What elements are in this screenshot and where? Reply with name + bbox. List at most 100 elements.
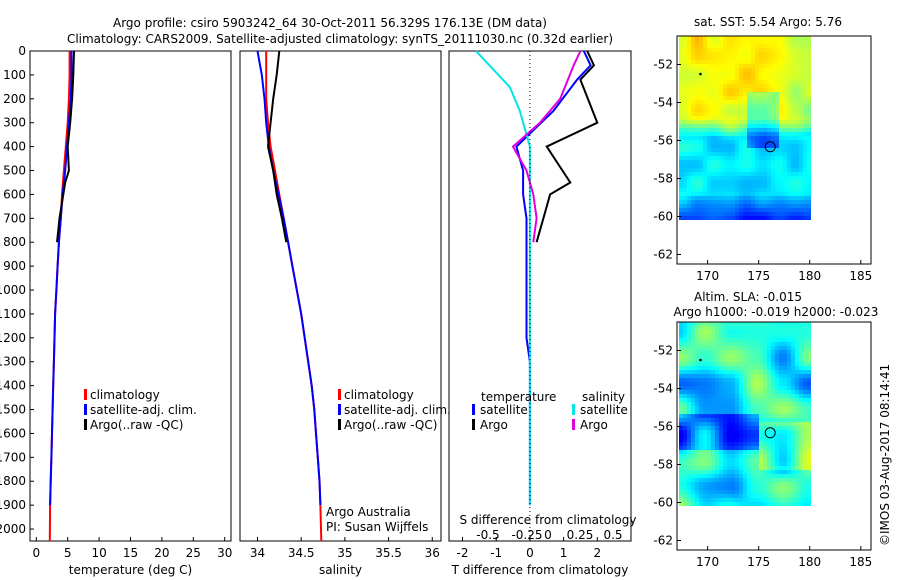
sst-cell [791,148,795,152]
sla-cell [723,434,727,438]
sla-cell [695,390,699,394]
sst-cell [715,156,719,160]
sla-cell [723,482,727,486]
sla-cell [691,362,695,366]
sla-cell [799,342,803,346]
sst-cell [755,92,759,96]
sla-cell [743,386,747,390]
sst-cell [751,164,755,168]
sla-cell [695,410,699,414]
sla-cell [707,458,711,462]
sla-cell [783,498,787,502]
sla-cell [783,398,787,402]
sla-cell [731,446,735,450]
sla-cell [723,426,727,430]
sst-cell [707,72,711,76]
sst-cell [791,72,795,76]
y-tick-label: 1500 [0,403,26,417]
sla-cell [695,386,699,390]
sst-cell [739,156,743,160]
sla-cell [791,386,795,390]
sla-cell [803,486,807,490]
sla-cell [747,486,751,490]
sla-cell [763,406,767,410]
sst-cell [731,52,735,56]
sst-cell [703,160,707,164]
sst-cell [751,100,755,104]
sst-cell [735,120,739,124]
sst-cell [739,216,743,220]
sst-cell [779,196,783,200]
sla-cell [699,386,703,390]
sst-cell [719,52,723,56]
sst-cell [703,188,707,192]
sla-cell [703,442,707,446]
x-axis-label: salinity [319,563,362,577]
sla-cell [791,490,795,494]
sst-cell [775,72,779,76]
sla-cell [719,378,723,382]
sla-cell [779,478,783,482]
sla-cell [799,398,803,402]
sla-cell [703,458,707,462]
sla-cell [771,450,775,454]
sla-cell [719,330,723,334]
sst-cell [695,168,699,172]
sst-cell [719,112,723,116]
sst-cell [771,72,775,76]
sst-cell [727,96,731,100]
sst-cell [691,112,695,116]
sst-cell [687,192,691,196]
sst-cell [735,124,739,128]
sst-cell [727,56,731,60]
y-tick-label: 1900 [0,498,26,512]
legend-swatch [84,389,87,400]
sla-cell [703,334,707,338]
sst-cell [755,60,759,64]
sst-cell [763,176,767,180]
sst-cell [695,60,699,64]
sla-cell [683,438,687,442]
sla-cell [755,354,759,358]
legend-label: Argo(..raw -QC) [90,418,183,432]
sst-cell [799,116,803,120]
sst-cell [703,148,707,152]
sst-cell [747,40,751,44]
sla-cell [763,478,767,482]
series-line-argo-raw-qc- [56,50,75,243]
sla-cell [767,414,771,418]
sst-cell [731,124,735,128]
top-tick-label: 0 [544,528,552,542]
sla-cell [743,330,747,334]
sst-cell [795,120,799,124]
sla-cell [799,414,803,418]
sla-cell [691,450,695,454]
sla-cell [751,498,755,502]
sst-cell [679,144,683,148]
sla-cell [799,474,803,478]
sst-cell [799,196,803,200]
sla-cell [795,494,799,498]
sla-cell [743,398,747,402]
sla-cell [799,486,803,490]
sst-cell [795,72,799,76]
sst-cell [699,40,703,44]
sla-cell [683,326,687,330]
sla-cell [723,470,727,474]
sst-cell [803,200,807,204]
sst-cell [707,192,711,196]
sst-cell [707,140,711,144]
sla-cell [771,438,775,442]
sla-cell [687,370,691,374]
y-tick-label: 1600 [0,426,26,440]
sst-cell [727,80,731,84]
sla-cell [695,442,699,446]
sla-cell [727,398,731,402]
sst-cell [791,140,795,144]
sla-cell [679,414,683,418]
sst-cell [739,112,743,116]
sla-cell [695,394,699,398]
sla-cell [751,326,755,330]
sla-cell [755,326,759,330]
sst-cell [695,176,699,180]
